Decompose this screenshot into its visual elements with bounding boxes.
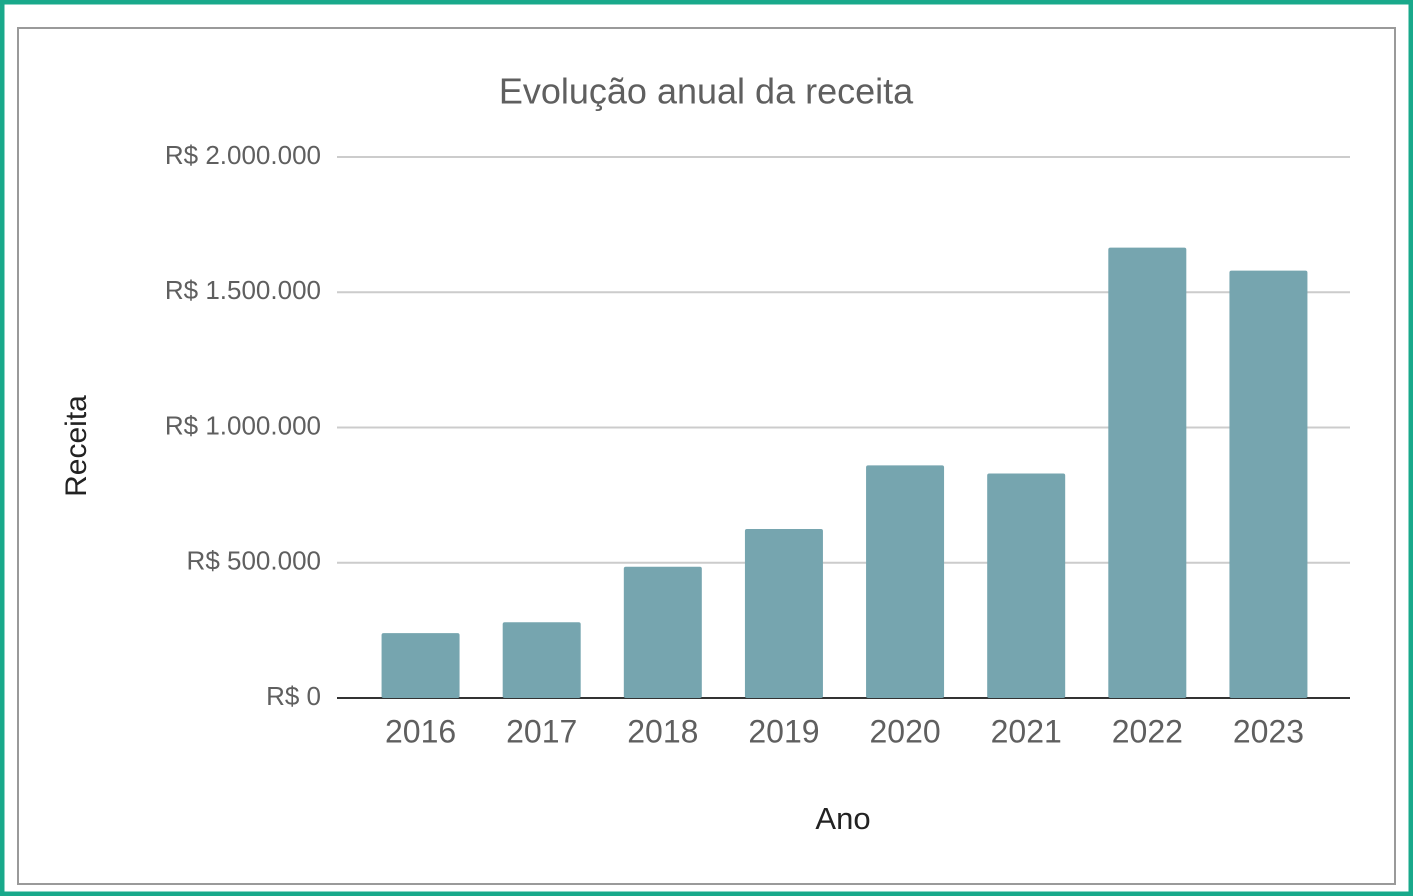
x-tick-label: 2021 — [991, 713, 1062, 749]
x-tick-label: 2020 — [869, 713, 940, 749]
y-tick-label: R$ 1.000.000 — [165, 410, 321, 440]
x-tick-label: 2023 — [1233, 713, 1304, 749]
y-tick-label: R$ 0 — [266, 681, 321, 711]
bar — [502, 622, 581, 698]
bar — [987, 473, 1066, 698]
chart-title: Evolução anual da receita — [499, 71, 914, 112]
bar — [1229, 270, 1308, 698]
x-tick-label: 2022 — [1112, 713, 1183, 749]
x-tick-label: 2017 — [506, 713, 577, 749]
y-tick-label: R$ 1.500.000 — [165, 275, 321, 305]
y-tick-label: R$ 500.000 — [187, 546, 321, 576]
bar — [744, 528, 823, 698]
bar — [381, 633, 460, 698]
x-tick-label: 2019 — [748, 713, 819, 749]
y-axis-title: Receita — [60, 395, 93, 497]
bar — [623, 566, 702, 698]
y-tick-label: R$ 2.000.000 — [165, 140, 321, 170]
x-axis-title: Ano — [815, 801, 870, 836]
bar — [866, 465, 945, 698]
x-tick-label: 2016 — [385, 713, 456, 749]
bar — [1108, 247, 1187, 698]
x-tick-label: 2018 — [627, 713, 698, 749]
